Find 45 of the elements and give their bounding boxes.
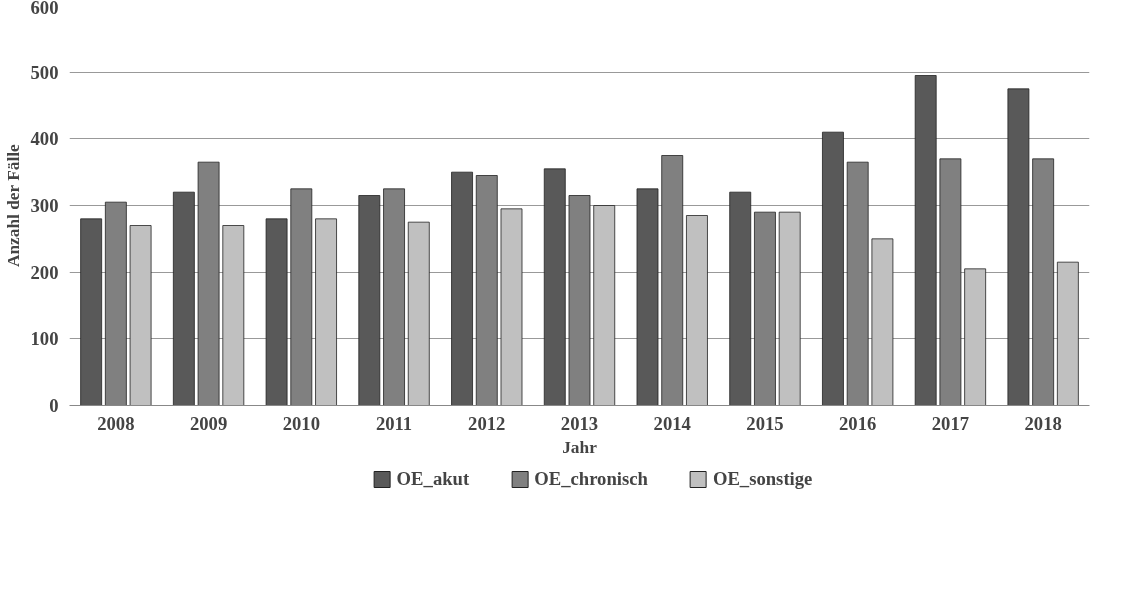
y-tick-label: 0 [49,395,59,416]
bar [172,191,195,406]
y-tick-label: 100 [30,328,59,350]
legend-label: OE_sonstige [712,468,813,490]
bar [265,218,288,406]
y-tick-label: 400 [30,128,59,150]
bar [222,225,245,406]
bar [636,188,659,406]
x-tick-label: 2015 [746,412,784,434]
bar [500,208,523,406]
bar [1056,261,1079,406]
bar [871,238,894,406]
bar [315,218,337,406]
x-tick-label: 2009 [189,412,228,434]
x-tick-label: 2016 [839,412,877,434]
bar [593,205,616,406]
x-tick-label: 2014 [653,412,691,434]
bar [451,171,473,406]
y-axis-title: Anzahl der Fälle [3,143,23,268]
x-tick-label: 2011 [375,412,413,434]
y-tick-label: 500 [30,61,59,83]
bar [407,221,430,406]
x-tick-label: 2018 [1024,412,1062,434]
bar [358,195,381,406]
y-tick-label: 200 [30,261,59,283]
bar [686,215,708,406]
bar [729,191,752,406]
x-tick-label: 2012 [468,412,506,434]
bar [543,168,566,406]
bar [914,75,937,406]
x-tick-label: 2010 [282,412,320,434]
legend-label: OE_akut [396,468,470,490]
x-tick-label: 2013 [560,412,599,434]
bar [80,218,103,406]
x-tick-label: 2008 [97,412,135,434]
bar [822,131,844,406]
y-tick-label: 300 [30,195,59,216]
bar [1007,88,1030,406]
bar [964,268,987,406]
bar [129,225,152,406]
bar [778,211,801,406]
x-tick-label: 2017 [931,412,970,434]
legend-label: OE_chronisch [534,468,648,490]
y-tick-label: 600 [30,0,59,18]
x-axis-title: Jahr [562,437,598,457]
